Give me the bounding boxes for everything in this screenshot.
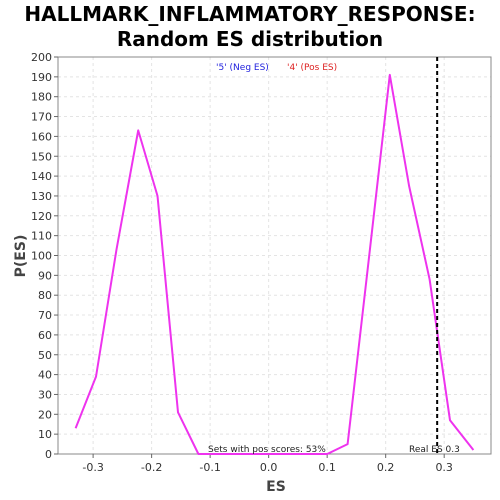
chart-title-line1: HALLMARK_INFLAMMATORY_RESPONSE:: [24, 2, 475, 26]
y-tick-label: 40: [38, 369, 52, 382]
y-tick-label: 110: [31, 230, 52, 243]
y-tick-label: 90: [38, 269, 52, 282]
y-tick-label: 180: [31, 91, 52, 104]
y-tick-label: 70: [38, 309, 52, 322]
x-tick-label: -0.1: [199, 461, 220, 474]
y-axis-label: P(ES): [13, 235, 29, 278]
y-tick-label: 50: [38, 349, 52, 362]
y-tick-label: 30: [38, 388, 52, 401]
y-tick-label: 80: [38, 289, 52, 302]
legend-neg-es: '5' (Neg ES): [216, 63, 269, 73]
x-tick-label: -0.2: [141, 461, 162, 474]
y-tick-label: 130: [31, 190, 52, 203]
y-tick-label: 170: [31, 111, 52, 124]
chart-title-line2: Random ES distribution: [117, 27, 383, 51]
y-tick-label: 20: [38, 408, 52, 421]
y-tick-label: 120: [31, 210, 52, 223]
x-axis-label: ES: [266, 479, 286, 495]
grid: [58, 56, 491, 455]
x-tick-label: 0.0: [260, 461, 278, 474]
y-tick-label: 60: [38, 329, 52, 342]
x-tick-label: 0.2: [377, 461, 395, 474]
y-tick-label: 0: [45, 448, 52, 461]
x-tick-label: -0.3: [82, 461, 103, 474]
series-layer: [74, 73, 475, 455]
real-es-label: Real ES 0.3: [409, 445, 460, 455]
pos-scores-annotation: Sets with pos scores: 53%: [208, 445, 326, 455]
y-axis: 0 10 20 30 40 50 60 70 80 90 100 110 120 130 140 150 160…: [31, 51, 58, 461]
x-tick-label: 0.1: [318, 461, 336, 474]
y-tick-label: 140: [31, 170, 52, 183]
y-tick-label: 150: [31, 150, 52, 163]
y-tick-label: 160: [31, 130, 52, 143]
es-distribution-line: [74, 73, 475, 455]
y-tick-label: 10: [38, 428, 52, 441]
legend-pos-es: '4' (Pos ES): [287, 63, 337, 73]
y-tick-label: 100: [31, 250, 52, 263]
x-axis: -0.3 -0.2 -0.1 0.0 0.1 0.2 0.3: [82, 454, 453, 474]
y-tick-label: 190: [31, 71, 52, 84]
y-tick-label: 200: [31, 51, 52, 64]
x-tick-label: 0.3: [435, 461, 453, 474]
